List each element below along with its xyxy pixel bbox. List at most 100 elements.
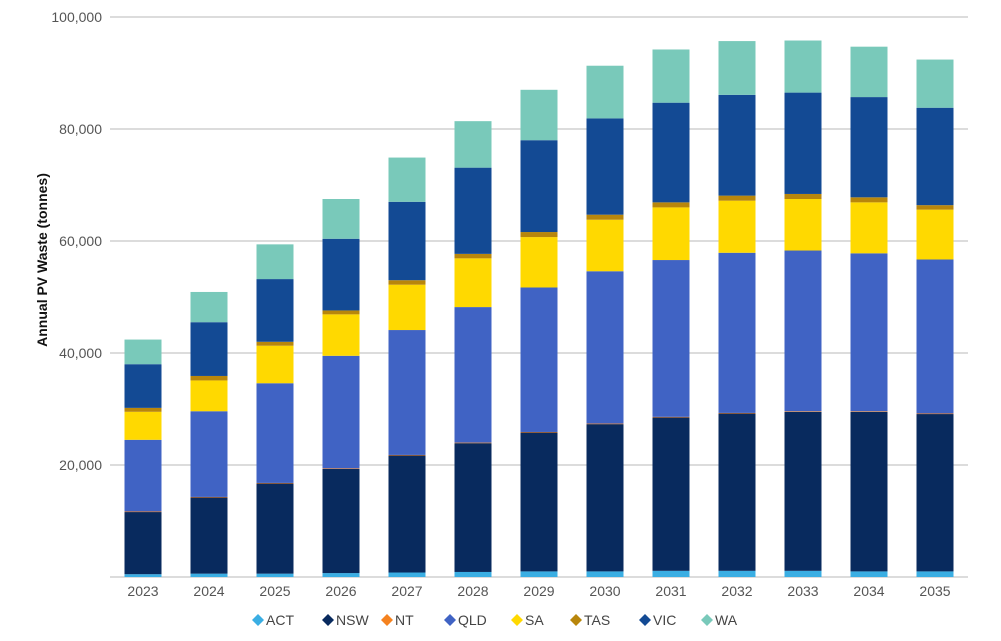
x-tick-label: 2029 xyxy=(523,583,554,599)
bar-segment-wa-2028 xyxy=(454,121,492,168)
legend-item-vic: VIC xyxy=(639,612,676,628)
bar-segment-nsw-2026 xyxy=(322,468,360,574)
legend: ACT NSW NT QLD SA TAS VIC WA xyxy=(252,612,738,628)
bar-segment-wa-2023 xyxy=(124,339,162,365)
bar-segment-vic-2029 xyxy=(520,140,558,233)
bar-segment-nt-2023 xyxy=(124,511,162,513)
bar-segment-qld-2030 xyxy=(586,271,624,424)
bar-segment-vic-2031 xyxy=(652,102,690,203)
x-tick-label: 2031 xyxy=(655,583,686,599)
bar-segment-tas-2029 xyxy=(520,232,558,238)
bar-segment-tas-2027 xyxy=(388,280,426,285)
legend-item-nsw: NSW xyxy=(322,612,369,628)
bar-segment-sa-2025 xyxy=(256,345,294,384)
bar-segment-nt-2032 xyxy=(718,412,756,414)
bar-segment-nsw-2023 xyxy=(124,512,162,575)
bar-segment-nt-2028 xyxy=(454,442,492,444)
bar-stack-2026 xyxy=(322,199,360,577)
legend-item-wa: WA xyxy=(701,612,738,628)
bar-segment-vic-2030 xyxy=(586,118,624,215)
bar-segment-wa-2034 xyxy=(850,46,888,98)
x-axis-ticks: 2023 2024 2025 2026 2027 2028 2029 2030 2031 2032… xyxy=(127,583,950,599)
y-axis-title: Annual PV Waste (tonnes) xyxy=(34,173,50,347)
legend-item-qld: QLD xyxy=(444,612,487,628)
legend-label: TAS xyxy=(584,612,610,628)
bar-segment-vic-2032 xyxy=(718,94,756,196)
legend-diamond-icon xyxy=(701,614,713,626)
bar-segment-sa-2031 xyxy=(652,207,690,261)
bar-segment-act-2034 xyxy=(850,571,888,577)
legend-label: WA xyxy=(715,612,738,628)
bar-segment-sa-2026 xyxy=(322,314,360,356)
bar-segment-wa-2030 xyxy=(586,65,624,119)
bar-segment-qld-2028 xyxy=(454,307,492,443)
bar-segment-qld-2034 xyxy=(850,253,888,412)
bar-segment-nt-2035 xyxy=(916,413,954,415)
bar-segment-wa-2031 xyxy=(652,49,690,103)
bar-segment-nsw-2033 xyxy=(784,411,822,571)
legend-item-sa: SA xyxy=(511,612,544,628)
bar-segment-act-2027 xyxy=(388,572,426,577)
x-tick-label: 2034 xyxy=(853,583,884,599)
bar-segment-vic-2033 xyxy=(784,92,822,194)
y-tick-label: 20,000 xyxy=(59,457,102,473)
bar-stack-2025 xyxy=(256,244,294,577)
x-tick-label: 2030 xyxy=(589,583,620,599)
bar-segment-tas-2033 xyxy=(784,193,822,199)
x-tick-label: 2033 xyxy=(787,583,818,599)
bar-segment-tas-2030 xyxy=(586,214,624,220)
bar-segment-nsw-2029 xyxy=(520,432,558,572)
bar-segment-sa-2024 xyxy=(190,380,228,412)
bar-segment-tas-2032 xyxy=(718,195,756,201)
bar-segment-sa-2029 xyxy=(520,237,558,288)
legend-diamond-icon xyxy=(444,614,456,626)
x-tick-label: 2025 xyxy=(259,583,290,599)
bar-segment-vic-2024 xyxy=(190,322,228,376)
bar-segment-qld-2029 xyxy=(520,287,558,432)
bar-segment-nsw-2030 xyxy=(586,424,624,572)
legend-diamond-icon xyxy=(511,614,523,626)
bar-segment-nsw-2032 xyxy=(718,413,756,571)
bar-segment-wa-2027 xyxy=(388,157,426,202)
bar-segment-qld-2035 xyxy=(916,259,954,414)
x-tick-label: 2035 xyxy=(919,583,950,599)
bar-segment-qld-2025 xyxy=(256,383,294,483)
bar-segment-nt-2034 xyxy=(850,411,888,412)
legend-diamond-icon xyxy=(322,614,334,626)
bar-segment-sa-2033 xyxy=(784,199,822,251)
bar-segment-tas-2023 xyxy=(124,407,162,412)
x-tick-label: 2032 xyxy=(721,583,752,599)
bar-segment-wa-2035 xyxy=(916,59,954,108)
bar-segment-vic-2028 xyxy=(454,167,492,254)
x-tick-label: 2027 xyxy=(391,583,422,599)
bar-segment-qld-2033 xyxy=(784,250,822,412)
bar-segment-qld-2024 xyxy=(190,411,228,497)
bar-stack-2032 xyxy=(718,41,756,577)
bar-segment-sa-2027 xyxy=(388,284,426,331)
bar-segment-tas-2024 xyxy=(190,375,228,381)
bar-segment-act-2030 xyxy=(586,571,624,577)
bar-stack-2034 xyxy=(850,46,888,577)
x-tick-label: 2026 xyxy=(325,583,356,599)
bar-stack-2035 xyxy=(916,59,954,577)
bar-stack-2033 xyxy=(784,40,822,577)
legend-label: SA xyxy=(525,612,544,628)
bar-stack-2030 xyxy=(586,65,624,577)
legend-diamond-icon xyxy=(570,614,582,626)
bar-segment-wa-2033 xyxy=(784,40,822,93)
legend-item-tas: TAS xyxy=(570,612,610,628)
bar-segment-qld-2032 xyxy=(718,252,756,413)
bars xyxy=(124,40,954,577)
bar-segment-act-2023 xyxy=(124,574,162,577)
y-axis-ticks: 20,000 40,000 60,000 80,000 100,000 xyxy=(51,9,102,473)
legend-label: ACT xyxy=(266,612,294,628)
bar-segment-qld-2023 xyxy=(124,439,162,512)
y-tick-label: 80,000 xyxy=(59,121,102,137)
y-tick-label: 100,000 xyxy=(51,9,102,25)
x-tick-label: 2028 xyxy=(457,583,488,599)
bar-segment-sa-2035 xyxy=(916,209,954,260)
bar-segment-qld-2027 xyxy=(388,330,426,455)
bar-segment-vic-2023 xyxy=(124,364,162,408)
bar-stack-2028 xyxy=(454,121,492,577)
